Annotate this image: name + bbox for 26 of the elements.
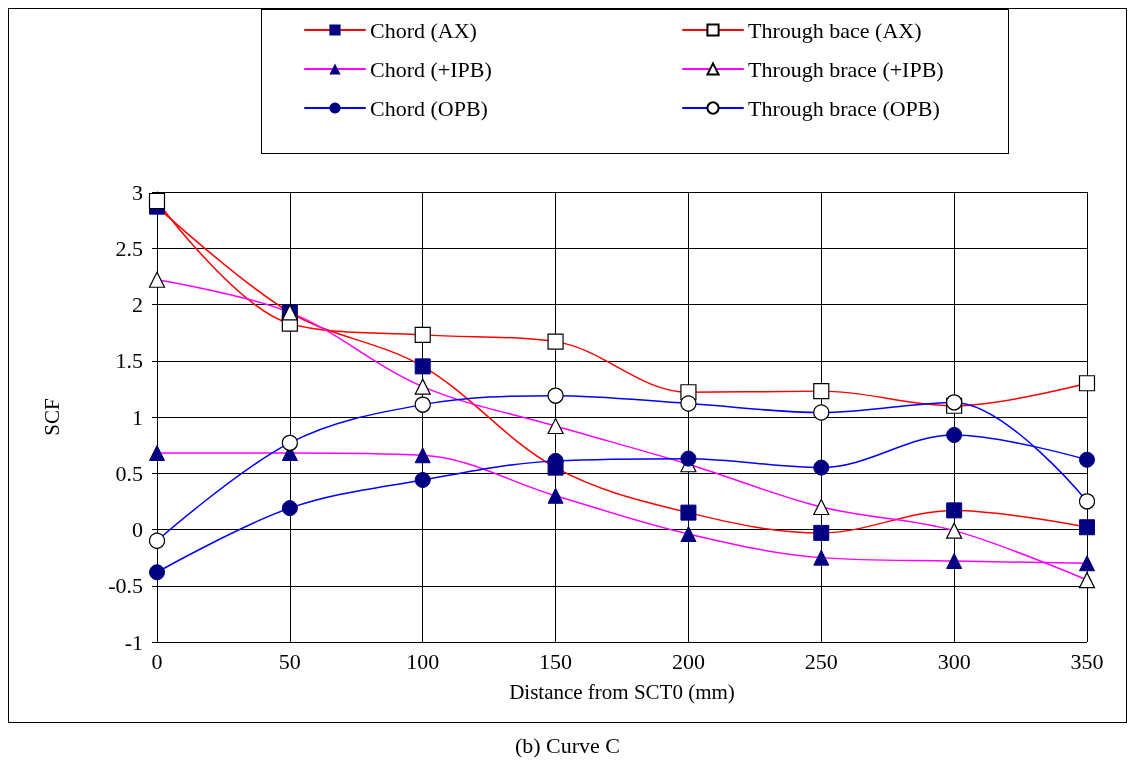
x-tick-label: 350 xyxy=(1070,648,1104,674)
x-axis-title: Distance from SCT0 (mm) xyxy=(509,679,735,704)
y-tick-label: 1.5 xyxy=(115,348,143,374)
y-tick-label: 0 xyxy=(132,517,143,542)
y-tick-label: 2 xyxy=(132,292,143,317)
legend-label: Through bace (AX) xyxy=(748,17,922,43)
legend-label: Through brace (+IPB) xyxy=(748,56,944,82)
text: (b) Curve C xyxy=(513,733,622,759)
y-axis-title: SCF xyxy=(39,398,64,436)
y-tick-label: 1 xyxy=(132,404,143,430)
x-tick-label: 100 xyxy=(406,648,440,674)
legend-label: Chord (+IPB) xyxy=(370,56,492,82)
x-tick-label: 200 xyxy=(671,648,705,674)
y-tick-label: 0.5 xyxy=(115,460,143,486)
y-tick-label: 3 xyxy=(132,179,143,205)
y-tick-label: -0.5 xyxy=(108,573,143,599)
x-tick-label: 50 xyxy=(278,648,301,674)
legend-label: Chord (AX) xyxy=(370,17,477,43)
x-tick-label: 150 xyxy=(539,648,573,674)
x-tick-label: 250 xyxy=(804,648,838,674)
y-tick-label: 2.5 xyxy=(115,235,143,261)
legend-label: Chord (OPB) xyxy=(370,95,488,121)
x-tick-label: 0 xyxy=(151,648,163,674)
legend-label: Through brace (OPB) xyxy=(748,95,940,121)
y-tick-label: -1 xyxy=(124,629,143,655)
x-tick-label: 300 xyxy=(937,648,971,674)
